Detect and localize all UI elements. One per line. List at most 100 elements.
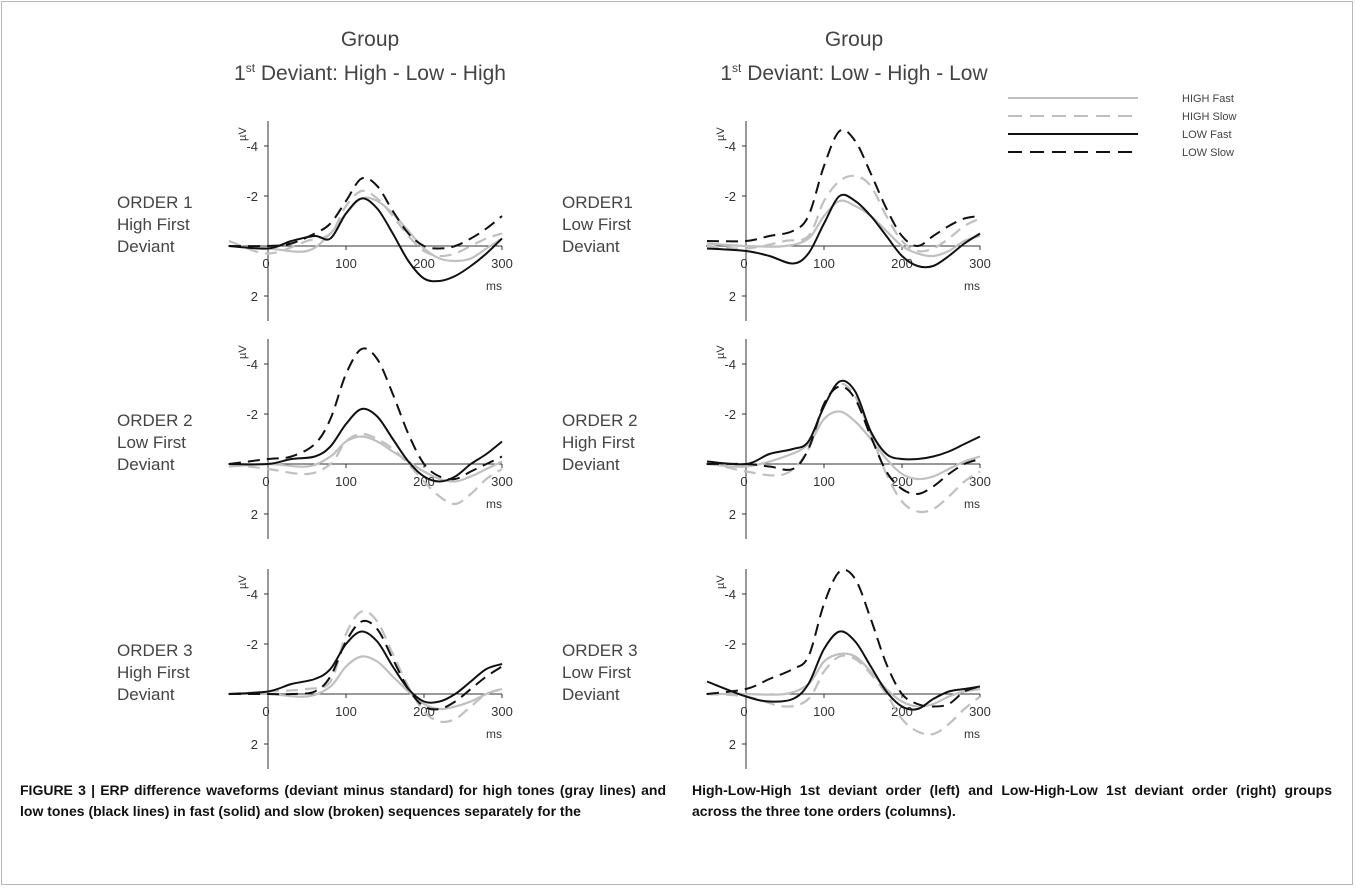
y-tick-label: 2: [251, 289, 258, 304]
legend-label: LOW Slow: [1182, 147, 1234, 159]
y-tick-label: -4: [724, 357, 736, 372]
caption-right: High-Low-High 1st deviant order (left) a…: [692, 782, 1332, 819]
y-tick-label: -4: [246, 357, 258, 372]
x-tick-label: 100: [335, 256, 357, 271]
x-tick-label: 300: [969, 256, 991, 271]
series-line-low-fast: [706, 193, 981, 269]
x-unit-label: ms: [486, 279, 502, 293]
y-unit-label: µV: [237, 127, 249, 141]
series-line-low-fast: [706, 379, 981, 466]
y-tick-label: -2: [724, 407, 736, 422]
series-line-low-slow: [706, 128, 981, 247]
series-line-high-fast: [706, 652, 981, 708]
y-unit-label: µV: [715, 345, 727, 359]
y-unit-label: µV: [715, 575, 727, 589]
y-unit-label: µV: [237, 575, 249, 589]
series-line-high-slow: [706, 174, 981, 253]
legend-label: HIGH Slow: [1182, 111, 1236, 123]
series-line-high-slow: [706, 382, 981, 514]
x-unit-label: ms: [964, 497, 980, 511]
series-line-high-slow: [228, 189, 503, 258]
x-unit-label: ms: [964, 727, 980, 741]
series-line-low-fast: [706, 630, 981, 711]
row-label-right-2: ORDER 2 High First Deviant: [562, 411, 638, 474]
y-tick-label: -2: [246, 637, 258, 652]
series-line-high-fast: [706, 410, 981, 481]
column-title-left-line1: Group: [340, 28, 400, 51]
legend-label: LOW Fast: [1182, 129, 1232, 141]
y-unit-label: µV: [715, 127, 727, 141]
y-tick-label: 2: [729, 737, 736, 752]
x-tick-label: 0: [740, 256, 747, 271]
row-label-right-3: ORDER 3 Low First Deviant: [562, 641, 638, 704]
row-label-left-3: ORDER 3 High First Deviant: [117, 641, 193, 704]
y-tick-label: 2: [251, 507, 258, 522]
y-tick-label: -4: [724, 587, 736, 602]
x-tick-label: 0: [740, 474, 747, 489]
y-tick-label: -2: [246, 407, 258, 422]
x-tick-label: 0: [262, 256, 269, 271]
x-tick-label: 100: [335, 474, 357, 489]
series-line-low-slow: [706, 568, 981, 708]
y-unit-label: µV: [237, 345, 249, 359]
y-tick-label: 2: [729, 507, 736, 522]
x-tick-label: 300: [969, 704, 991, 719]
legend: HIGH Fast HIGH Slow LOW Fast LOW Slow: [1008, 93, 1236, 159]
y-tick-label: 2: [729, 289, 736, 304]
x-tick-label: 300: [969, 474, 991, 489]
panel-2: -4 -2 2 µV 0 100 200 300 ms: [706, 121, 991, 321]
series-line-low-slow: [228, 619, 503, 711]
row-label-left-2: ORDER 2 Low First Deviant: [117, 411, 193, 474]
series-line-high-slow: [228, 609, 503, 724]
row-label-left-1: ORDER 1 High First Deviant: [117, 193, 193, 256]
x-tick-label: 200: [413, 256, 435, 271]
series-line-high-fast: [228, 655, 503, 711]
row-label-right-1: ORDER1 Low First Deviant: [562, 193, 633, 256]
series-line-low-slow: [228, 176, 503, 250]
x-unit-label: ms: [486, 727, 502, 741]
caption-left: FIGURE 3 | ERP difference waveforms (dev…: [20, 782, 666, 819]
panel-1: -4 -2 2 µV 0 100 200 300 ms: [228, 121, 513, 321]
series-line-low-fast: [228, 197, 503, 283]
series-line-high-slow: [228, 432, 503, 506]
x-tick-label: 200: [891, 256, 913, 271]
y-tick-label: -2: [246, 189, 258, 204]
x-tick-label: 100: [813, 704, 835, 719]
x-unit-label: ms: [964, 279, 980, 293]
x-tick-label: 100: [813, 474, 835, 489]
x-tick-label: 100: [813, 256, 835, 271]
column-title-right: Group 1st Deviant: Low - High - Low: [634, 26, 1074, 88]
series-line-high-fast: [228, 196, 503, 263]
x-tick-label: 0: [262, 474, 269, 489]
y-tick-label: 2: [251, 737, 258, 752]
series-line-low-fast: [228, 630, 503, 704]
series-line-high-slow: [706, 654, 981, 736]
x-tick-label: 300: [491, 704, 513, 719]
y-tick-label: -2: [724, 637, 736, 652]
x-tick-label: 300: [491, 256, 513, 271]
series-line-low-fast: [228, 407, 503, 483]
series-line-low-slow: [706, 385, 981, 496]
x-tick-label: 100: [335, 704, 357, 719]
column-title-left-line2: 1st Deviant: High - Low - High: [234, 61, 506, 85]
series-line-high-fast: [228, 435, 503, 483]
x-unit-label: ms: [486, 497, 502, 511]
column-title-right-line2: 1st Deviant: Low - High - Low: [720, 61, 988, 85]
x-tick-label: 0: [262, 704, 269, 719]
column-title-left: Group 1st Deviant: High - Low - High: [150, 26, 590, 88]
y-tick-label: -2: [724, 189, 736, 204]
y-tick-label: -4: [246, 587, 258, 602]
y-tick-label: -4: [724, 139, 736, 154]
legend-label: HIGH Fast: [1182, 93, 1234, 105]
series-line-low-slow: [228, 347, 503, 481]
x-tick-label: 0: [740, 704, 747, 719]
x-tick-label: 300: [491, 474, 513, 489]
y-tick-label: -4: [246, 139, 258, 154]
column-title-right-line1: Group: [824, 28, 884, 51]
